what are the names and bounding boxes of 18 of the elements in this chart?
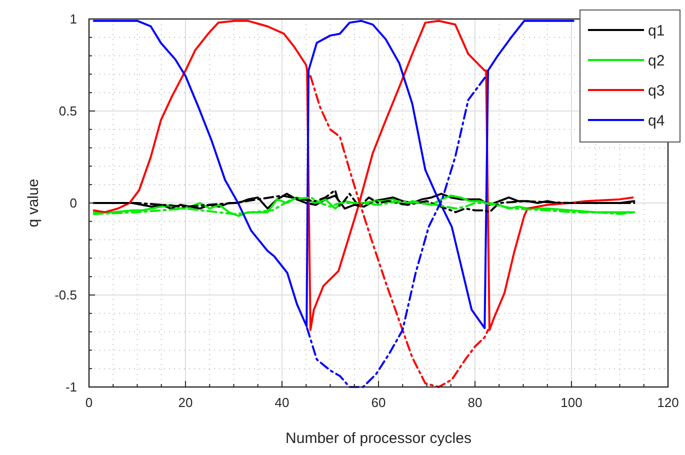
y-tick-label: -1	[65, 380, 77, 395]
legend-label: q1	[648, 22, 665, 40]
x-tick-label: 80	[468, 395, 482, 410]
x-tick-label: 100	[560, 395, 582, 410]
x-axis-title: Number of processor cycles	[286, 430, 472, 447]
y-axis-title: q value	[25, 178, 42, 228]
y-tick-label: -0.5	[54, 288, 77, 303]
legend-label: q4	[648, 112, 665, 130]
x-tick-label: 0	[85, 395, 93, 410]
x-tick-label: 60	[371, 395, 386, 410]
legend-label: q3	[648, 82, 665, 100]
y-tick-label: 0.5	[58, 104, 77, 119]
legend-label: q2	[648, 52, 665, 70]
x-tick-label: 40	[274, 395, 290, 410]
x-tick-label: 120	[657, 395, 679, 410]
y-tick-label: 0	[70, 196, 77, 211]
x-tick-label: 20	[178, 395, 193, 410]
y-tick-label: 1	[70, 12, 77, 27]
